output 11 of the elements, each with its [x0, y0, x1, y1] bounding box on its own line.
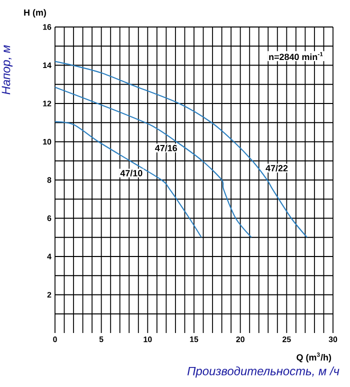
line-series [54, 86, 252, 238]
y-axis-title: Напор, м [2, 45, 13, 94]
series-label: 47/16 [155, 144, 178, 152]
annotation: n=2840 min$^{-1}$ [269, 52, 323, 60]
text: Q (m$^{3}$/h) [296, 352, 332, 362]
line-series [54, 60, 308, 238]
series-label: 47/10 [120, 170, 142, 176]
x-axis-title: Производительность, м /ч [187, 366, 340, 378]
line-series [54, 121, 202, 238]
series-label: 47/22 [266, 164, 288, 172]
text: H (m) [24, 9, 46, 18]
